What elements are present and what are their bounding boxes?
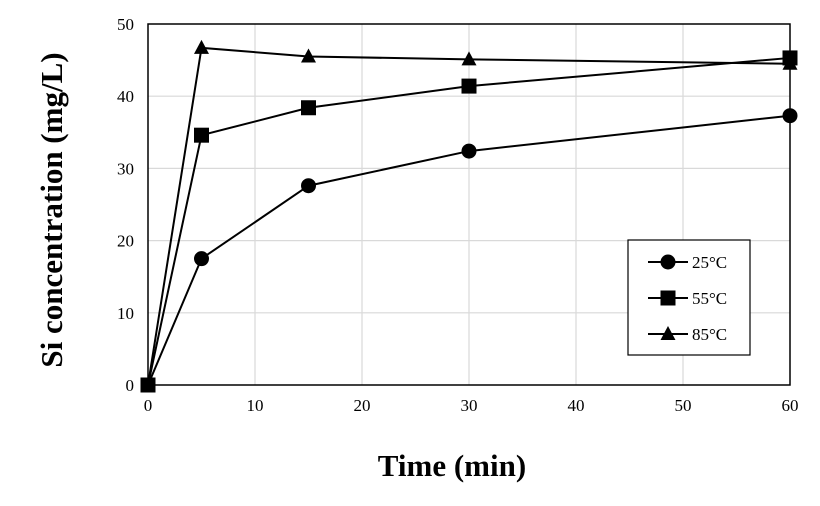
y-tick-label: 20 bbox=[117, 232, 134, 251]
data-point bbox=[782, 108, 798, 124]
data-point bbox=[461, 78, 477, 94]
y-tick-label: 40 bbox=[117, 87, 134, 106]
data-point bbox=[301, 178, 316, 194]
legend-marker-square bbox=[660, 290, 676, 306]
y-tick-label: 0 bbox=[126, 376, 135, 395]
legend-label: 55°C bbox=[692, 289, 727, 308]
y-tick-label: 50 bbox=[117, 15, 134, 34]
x-tick-label: 10 bbox=[247, 396, 264, 415]
data-point bbox=[194, 39, 209, 54]
data-point bbox=[301, 48, 316, 63]
x-tick-label: 0 bbox=[144, 396, 153, 415]
tick-labels: 0 10 20 30 40 50 60 0 10 20 30 40 50 bbox=[117, 15, 799, 415]
x-tick-label: 30 bbox=[461, 396, 478, 415]
plot-area-border bbox=[147, 23, 791, 386]
data-point bbox=[461, 143, 477, 159]
legend-label: 85°C bbox=[692, 325, 727, 344]
data-point bbox=[140, 377, 156, 391]
series-triangle bbox=[140, 39, 798, 391]
x-tick-label: 50 bbox=[675, 396, 692, 415]
data-point bbox=[194, 127, 209, 143]
x-tick-label: 60 bbox=[782, 396, 799, 415]
data-point bbox=[461, 51, 477, 66]
data-point bbox=[194, 251, 209, 267]
legend-label: 25°C bbox=[692, 253, 727, 272]
data-point bbox=[301, 100, 316, 116]
legend-marker-triangle bbox=[660, 326, 676, 340]
x-tick-label: 20 bbox=[354, 396, 371, 415]
legend-marker-circle bbox=[660, 254, 676, 270]
legend: 25°C 55°C 85°C bbox=[627, 239, 751, 356]
y-tick-label: 30 bbox=[117, 159, 134, 178]
y-tick-label: 10 bbox=[117, 304, 134, 323]
legend-box bbox=[627, 239, 751, 356]
series-group bbox=[140, 39, 798, 393]
y-axis-label: Si concentration (mg/L) bbox=[34, 52, 69, 367]
data-point bbox=[782, 55, 798, 70]
x-tick-label: 40 bbox=[568, 396, 585, 415]
x-axis-label: Time (min) bbox=[378, 448, 526, 483]
